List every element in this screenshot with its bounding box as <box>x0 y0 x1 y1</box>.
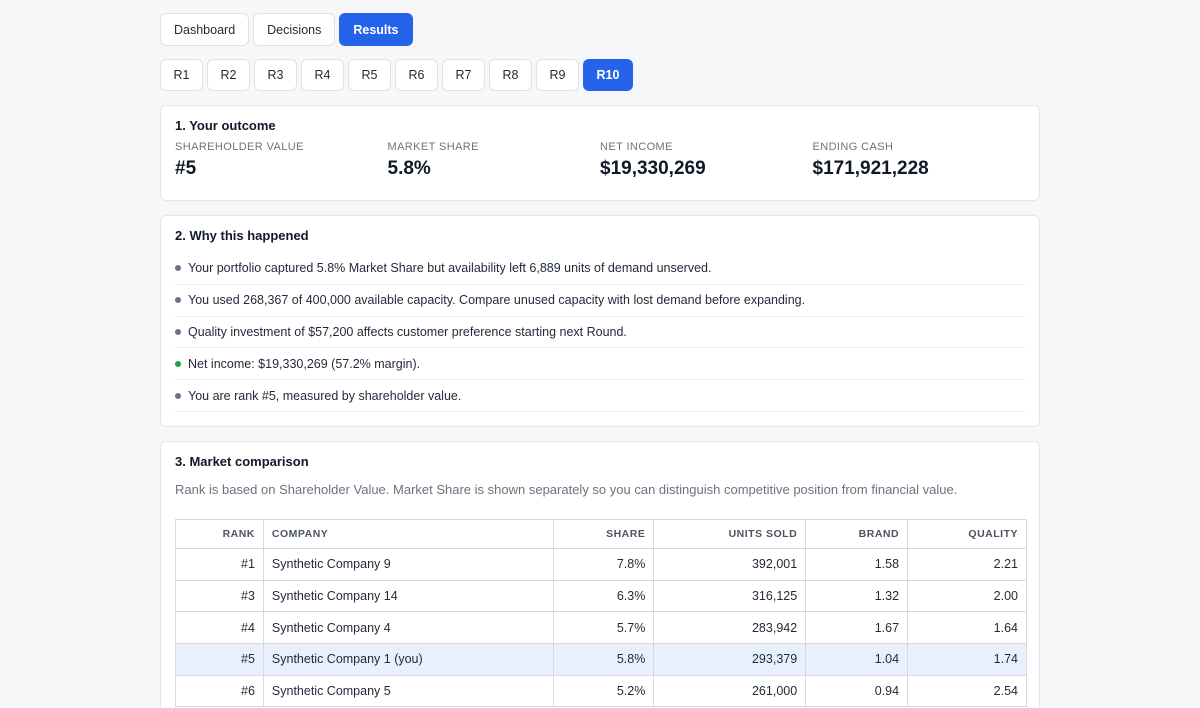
cell-company: Synthetic Company 1 (you) <box>262 643 555 676</box>
results-page: Dashboard Decisions Results R1 R2 R3 R4 … <box>160 13 1040 708</box>
why-list: Your portfolio captured 5.8% Market Shar… <box>175 253 1025 412</box>
outcome-title: 1. Your outcome <box>175 118 276 133</box>
metric-value: $171,921,228 <box>812 158 929 179</box>
cell-brand: 1.32 <box>805 579 909 613</box>
metric-shareholder-value: SHAREHOLDER VALUE #5 <box>175 141 388 180</box>
round-tab-r3[interactable]: R3 <box>254 59 297 91</box>
metric-label: ENDING CASH <box>812 141 894 153</box>
cell-company: Synthetic Company 5 <box>262 674 555 708</box>
metric-value: #5 <box>175 158 197 179</box>
cell-rank: #4 <box>175 611 264 645</box>
why-item-text: Quality investment of $57,200 affects cu… <box>188 324 627 339</box>
why-card: 2. Why this happened Your portfolio capt… <box>160 215 1040 427</box>
comparison-note: Rank is based on Shareholder Value. Mark… <box>175 482 958 497</box>
table-row-you: #5 Synthetic Company 1 (you) 5.8% 293,37… <box>175 643 1027 676</box>
cell-company: Synthetic Company 4 <box>262 611 555 645</box>
cell-quality: 1.74 <box>907 643 1027 676</box>
cell-brand: 1.67 <box>805 611 909 645</box>
bullet-dot-icon <box>175 297 181 304</box>
why-item: Your portfolio captured 5.8% Market Shar… <box>175 253 1025 285</box>
positive-dot-icon <box>175 360 181 367</box>
table-row: #1 Synthetic Company 9 7.8% 392,001 1.58… <box>175 548 1027 581</box>
cell-share: 5.7% <box>553 611 655 645</box>
main-tabs: Dashboard Decisions Results <box>160 13 1040 46</box>
cell-units-sold: 392,001 <box>653 548 807 581</box>
metric-label: SHAREHOLDER VALUE <box>175 141 304 153</box>
why-item-text: Net income: $19,330,269 (57.2% margin). <box>188 356 421 371</box>
cell-brand: 0.94 <box>805 674 909 708</box>
round-tab-r6[interactable]: R6 <box>395 59 438 91</box>
cell-share: 5.2% <box>553 674 655 708</box>
cell-company: Synthetic Company 9 <box>262 548 555 581</box>
comparison-table: RANK COMPANY SHARE UNITS SOLD BRAND QUAL… <box>175 519 1027 708</box>
tab-dashboard[interactable]: Dashboard <box>160 13 250 46</box>
table-row: #3 Synthetic Company 14 6.3% 316,125 1.3… <box>175 579 1027 613</box>
metric-market-share: MARKET SHARE 5.8% <box>388 141 601 180</box>
comparison-card: 3. Market comparison Rank is based on Sh… <box>160 441 1040 708</box>
col-header-quality[interactable]: QUALITY <box>907 519 1027 549</box>
round-tab-r1[interactable]: R1 <box>160 59 203 91</box>
round-tab-r8[interactable]: R8 <box>489 59 532 91</box>
metric-label: MARKET SHARE <box>387 141 479 153</box>
metric-label: NET INCOME <box>600 141 673 153</box>
bullet-dot-icon <box>175 265 181 272</box>
why-item-text: Your portfolio captured 5.8% Market Shar… <box>188 261 712 276</box>
round-tab-r10[interactable]: R10 <box>583 59 633 91</box>
tab-decisions[interactable]: Decisions <box>253 13 336 46</box>
cell-brand: 1.58 <box>805 548 909 581</box>
outcome-metrics: SHAREHOLDER VALUE #5 MARKET SHARE 5.8% N… <box>175 141 1025 180</box>
cell-brand: 1.04 <box>805 643 909 676</box>
cell-rank: #6 <box>175 674 264 708</box>
cell-units-sold: 293,379 <box>653 643 807 676</box>
table-header-row: RANK COMPANY SHARE UNITS SOLD BRAND QUAL… <box>175 519 1027 549</box>
round-tab-r5[interactable]: R5 <box>348 59 391 91</box>
why-item: Quality investment of $57,200 affects cu… <box>175 317 1025 349</box>
col-header-company[interactable]: COMPANY <box>262 519 555 549</box>
round-tab-r9[interactable]: R9 <box>536 59 579 91</box>
cell-rank: #1 <box>175 548 264 581</box>
round-tab-r7[interactable]: R7 <box>442 59 485 91</box>
metric-value: 5.8% <box>387 158 431 179</box>
why-item-text: You are rank #5, measured by shareholder… <box>188 388 462 403</box>
round-tab-r4[interactable]: R4 <box>301 59 344 91</box>
bullet-dot-icon <box>175 392 181 399</box>
metric-value: $19,330,269 <box>600 158 706 179</box>
outcome-card: 1. Your outcome SHAREHOLDER VALUE #5 MAR… <box>160 105 1040 201</box>
round-tab-r2[interactable]: R2 <box>207 59 250 91</box>
cell-share: 7.8% <box>553 548 655 581</box>
tab-results[interactable]: Results <box>339 13 413 46</box>
cell-rank: #3 <box>175 579 264 613</box>
metric-net-income: NET INCOME $19,330,269 <box>600 141 813 180</box>
cell-units-sold: 283,942 <box>653 611 807 645</box>
cell-company: Synthetic Company 14 <box>262 579 555 613</box>
table-row: #6 Synthetic Company 5 5.2% 261,000 0.94… <box>175 674 1027 708</box>
why-item-text: You used 268,367 of 400,000 available ca… <box>188 293 806 308</box>
col-header-brand[interactable]: BRAND <box>805 519 909 549</box>
cell-quality: 2.54 <box>907 674 1027 708</box>
col-header-share[interactable]: SHARE <box>553 519 655 549</box>
cell-share: 5.8% <box>553 643 655 676</box>
cell-quality: 2.00 <box>907 579 1027 613</box>
cell-units-sold: 261,000 <box>653 674 807 708</box>
why-item: You are rank #5, measured by shareholder… <box>175 380 1025 412</box>
cell-share: 6.3% <box>553 579 655 613</box>
metric-ending-cash: ENDING CASH $171,921,228 <box>813 141 1026 180</box>
cell-quality: 1.64 <box>907 611 1027 645</box>
why-item: You used 268,367 of 400,000 available ca… <box>175 285 1025 317</box>
cell-quality: 2.21 <box>907 548 1027 581</box>
cell-units-sold: 316,125 <box>653 579 807 613</box>
col-header-units-sold[interactable]: UNITS SOLD <box>653 519 807 549</box>
why-item: Net income: $19,330,269 (57.2% margin). <box>175 348 1025 381</box>
bullet-dot-icon <box>175 328 181 335</box>
round-selector: R1 R2 R3 R4 R5 R6 R7 R8 R9 R10 <box>160 59 1040 91</box>
table-row: #4 Synthetic Company 4 5.7% 283,942 1.67… <box>175 611 1027 645</box>
comparison-title: 3. Market comparison <box>175 454 309 469</box>
why-title: 2. Why this happened <box>175 228 309 243</box>
col-header-rank[interactable]: RANK <box>175 519 264 549</box>
cell-rank: #5 <box>175 643 264 676</box>
